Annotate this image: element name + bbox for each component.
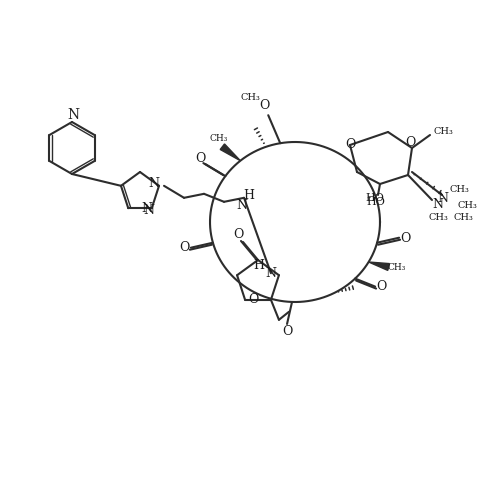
- Text: CH₃: CH₃: [240, 92, 260, 102]
- Text: N: N: [67, 108, 79, 122]
- Text: HO: HO: [366, 197, 385, 207]
- Text: O: O: [195, 152, 205, 164]
- Text: O: O: [345, 138, 355, 151]
- Text: H: H: [244, 190, 254, 202]
- Text: CH₃: CH₃: [433, 128, 453, 136]
- Text: N: N: [266, 266, 276, 280]
- Text: O: O: [282, 326, 292, 338]
- Text: O: O: [376, 280, 386, 293]
- Text: N: N: [438, 192, 448, 204]
- Text: N: N: [142, 202, 152, 214]
- Text: H: H: [253, 258, 264, 272]
- Text: CH₃: CH₃: [388, 262, 406, 272]
- Text: O: O: [180, 241, 190, 254]
- Text: CH₃: CH₃: [453, 214, 473, 222]
- Text: N: N: [148, 178, 160, 190]
- Text: HO: HO: [366, 193, 384, 203]
- Text: N: N: [144, 204, 154, 216]
- Text: CH₃: CH₃: [209, 134, 228, 143]
- Text: CH₃: CH₃: [458, 200, 478, 209]
- Polygon shape: [368, 262, 390, 270]
- Text: O: O: [233, 228, 243, 240]
- Polygon shape: [220, 144, 240, 160]
- Text: CH₃: CH₃: [428, 214, 448, 222]
- Text: CH₃: CH₃: [450, 186, 470, 194]
- Text: O: O: [248, 294, 258, 306]
- Text: N: N: [432, 198, 444, 211]
- Text: O: O: [400, 232, 410, 245]
- Text: N: N: [236, 200, 248, 212]
- Text: O: O: [259, 98, 270, 112]
- Text: O: O: [405, 136, 415, 148]
